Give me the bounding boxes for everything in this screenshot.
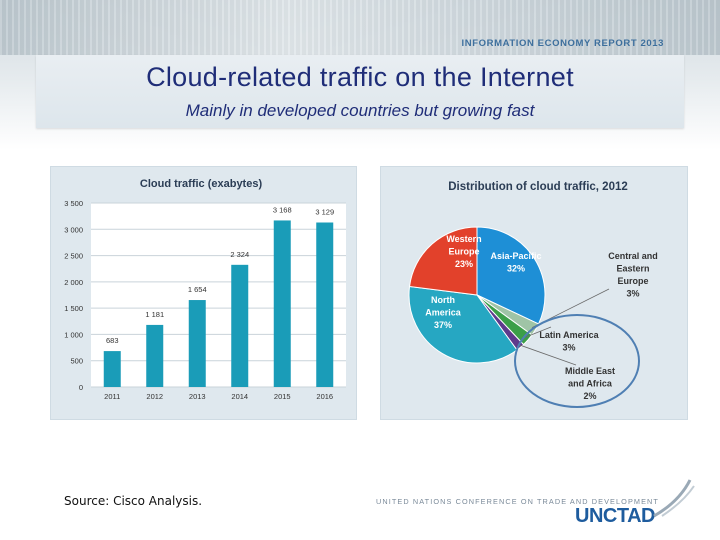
pie-slice-label: 37% [434, 320, 452, 330]
unctad-logo: UNCTAD [575, 505, 655, 527]
bar [273, 220, 291, 387]
bar-value-label: 3 129 [315, 208, 334, 217]
pie-slice-label: 23% [455, 259, 473, 269]
y-tick-label: 3 500 [64, 199, 83, 208]
bar-chart-title: Cloud traffic (exabytes) [140, 178, 263, 190]
bar-value-label: 2 324 [230, 250, 249, 259]
x-tick-label: 2011 [104, 392, 120, 401]
bar-value-label: 3 168 [273, 205, 292, 214]
y-tick-label: 1 500 [64, 304, 83, 313]
bar [231, 264, 249, 387]
y-tick-label: 3 000 [64, 225, 83, 234]
leader-line [524, 326, 552, 338]
bar [146, 324, 164, 387]
pie-slice-label: and Africa [568, 379, 613, 389]
bar [188, 300, 206, 387]
pie-slice-label: Central and [608, 251, 658, 261]
bar-chart: Cloud traffic (exabytes) 0 500 1 000 1 500 2 … [64, 178, 346, 401]
pie-chart: Distribution of cloud traffic, 2012 Asia-… [408, 181, 658, 408]
bar-chart-panel: Cloud traffic (exabytes) 0 500 1 000 1 500 2 … [50, 166, 357, 420]
pie-slice-label: Eastern [616, 264, 649, 274]
bar-value-label: 1 181 [145, 310, 164, 319]
pie-slice-label: Asia-Pacific [490, 251, 541, 261]
unctad-swoosh-icon [653, 479, 695, 518]
pie-slice-label: America [425, 308, 462, 318]
header-texture [0, 0, 720, 55]
pie-slice-label: Europe [448, 247, 479, 257]
org-full-name: UNITED NATIONS CONFERENCE ON TRADE AND D… [376, 497, 659, 506]
pie-slice-label: 3% [626, 289, 639, 299]
y-tick-label: 1 000 [64, 330, 83, 339]
pie-slice-label: Europe [617, 276, 648, 286]
highlight-ellipse [514, 314, 640, 408]
bar [316, 222, 334, 387]
bar-value-label: 683 [106, 336, 119, 345]
pie-slice-label: Latin America [539, 330, 599, 340]
pie-slice-label: North [431, 295, 455, 305]
pie-slice-label: 32% [507, 264, 525, 274]
pie-slice-label: 3% [562, 343, 575, 353]
x-tick-label: 2016 [316, 392, 333, 401]
pie-slice [476, 226, 546, 325]
report-tag: INFORMATION ECONOMY REPORT 2013 [461, 38, 664, 49]
pie-slice-label: Western [446, 234, 481, 244]
x-tick-label: 2012 [146, 392, 163, 401]
pie-chart-panel: Distribution of cloud traffic, 2012 Asia-… [380, 166, 688, 420]
page-title: Cloud-related traffic on the Internet [146, 62, 574, 92]
pie-chart-title: Distribution of cloud traffic, 2012 [448, 181, 628, 193]
bar-value-label: 1 654 [188, 285, 207, 294]
x-tick-label: 2014 [231, 392, 248, 401]
leader-line [517, 343, 577, 366]
y-tick-label: 500 [70, 357, 83, 366]
pie-slice [408, 226, 478, 296]
y-tick-label: 2 500 [64, 252, 83, 261]
pie-slice-label: Middle East [565, 366, 615, 376]
page-subtitle: Mainly in developed countries but growin… [185, 101, 535, 120]
source-note: Source: Cisco Analysis. [64, 494, 203, 508]
pie-slice-label: 2% [583, 391, 596, 401]
bar [103, 351, 121, 387]
x-tick-label: 2015 [274, 392, 291, 401]
y-tick-label: 2 000 [64, 278, 83, 287]
plot-area [91, 203, 346, 387]
title-box [36, 55, 684, 128]
x-tick-label: 2013 [189, 392, 206, 401]
y-tick-label: 0 [79, 383, 83, 392]
pie-slice [408, 285, 518, 364]
